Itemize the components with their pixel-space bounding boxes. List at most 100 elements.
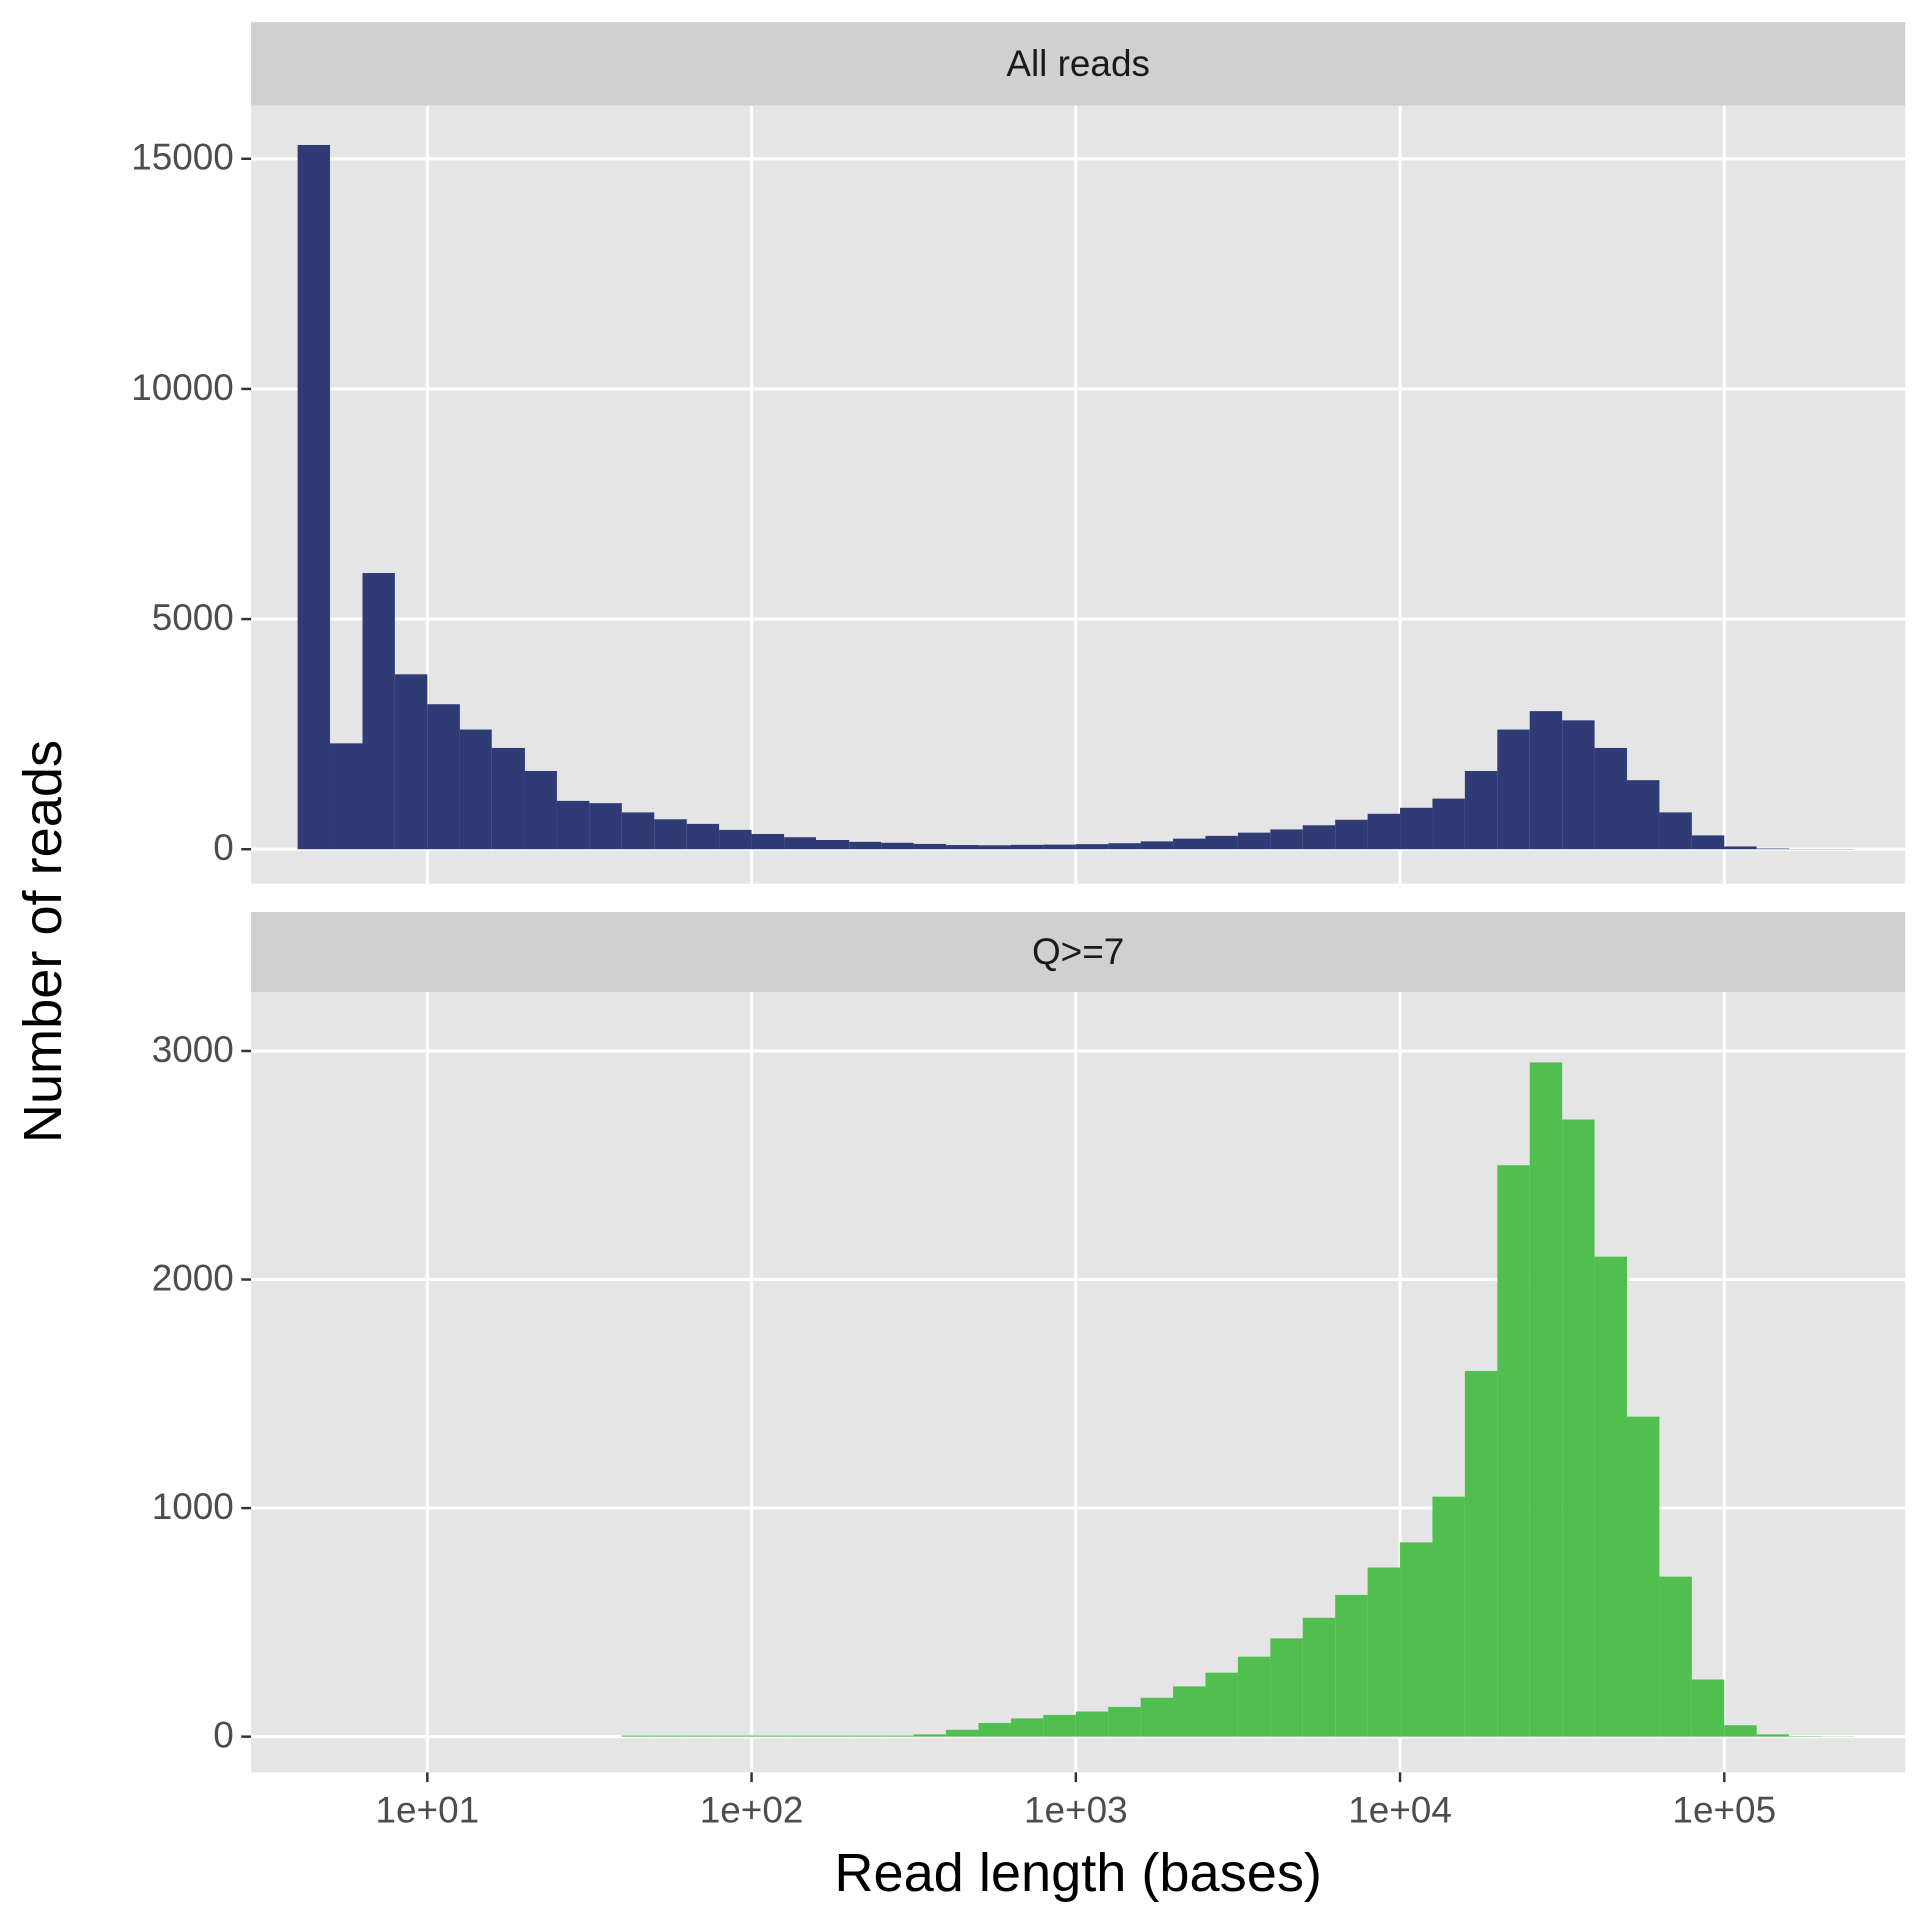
y-tick-label: 0 [213,827,234,868]
x-axis-title: Read length (bases) [834,1843,1322,1903]
bar [589,803,622,850]
bar [849,1735,882,1737]
y-tick-label: 10000 [131,367,234,408]
bar [719,829,752,850]
bar [1043,1714,1076,1737]
bar [1594,1256,1628,1737]
bar [1756,848,1790,850]
bar [1335,819,1368,850]
bar [751,834,785,850]
bar [330,743,363,850]
x-tick-label: 1e+04 [1348,1790,1452,1831]
strip [251,22,1906,106]
bar [1335,1594,1368,1737]
bar [1400,807,1433,850]
bar [1691,835,1725,850]
bar [849,841,882,850]
strip [251,912,1906,992]
bar [1627,1416,1660,1737]
bar [1367,813,1401,850]
bar [1724,846,1757,850]
panel [251,105,1906,884]
y-tick-label: 1000 [152,1486,234,1527]
bar [686,823,720,850]
bar [784,1735,816,1737]
bar [1659,812,1692,850]
bar [1497,1165,1530,1737]
x-tick-label: 1e+02 [700,1790,804,1831]
bar [459,729,492,850]
bar [1464,770,1498,850]
bar [1010,1718,1044,1737]
bar [1205,835,1238,850]
bar [1237,832,1271,850]
bar [1627,780,1660,850]
x-tick-label: 1e+03 [1024,1790,1128,1831]
bar [1302,1617,1336,1737]
bar [978,845,1011,850]
bar [978,1722,1011,1737]
bar [881,1735,914,1737]
y-tick-label: 0 [213,1715,234,1756]
bar [1043,844,1076,850]
bar [1562,1119,1595,1737]
bar [1497,729,1530,850]
bar [1270,829,1303,850]
bar [1302,825,1336,850]
bar [1270,1638,1303,1737]
bar [1432,1496,1465,1737]
bar [394,674,428,850]
bar [686,1735,720,1737]
bar [297,144,331,850]
bar [1237,1656,1271,1737]
strip-title: Q>=7 [1032,931,1124,972]
strip-title: All reads [1006,43,1150,84]
bar [913,1734,947,1737]
bar [1108,1706,1141,1737]
y-tick-label: 3000 [152,1029,234,1070]
bar [784,837,816,850]
bar [654,819,687,850]
bar [1691,1679,1725,1737]
bar [946,1729,979,1737]
bar [1367,1567,1401,1737]
bar [1075,1711,1109,1737]
x-tick-label: 1e+05 [1672,1790,1776,1831]
bar [1594,747,1628,850]
bar [524,770,557,850]
bar [1108,843,1141,850]
bar [1400,1542,1433,1737]
x-tick-label: 1e+01 [376,1790,480,1831]
bar [1464,1370,1498,1737]
bar [1432,798,1465,850]
bar [1724,1725,1757,1737]
bar [427,704,460,850]
bar [1010,844,1044,850]
y-tick-label: 5000 [152,597,234,638]
bar [1173,838,1206,850]
y-tick-label: 2000 [152,1258,234,1299]
bar [946,845,979,850]
bar [1140,841,1174,850]
bar [1075,844,1109,850]
bar [815,840,850,850]
bar [654,1735,687,1737]
bar [621,812,655,850]
bar [621,1735,655,1737]
y-axis-title: Number of reads [13,740,73,1143]
bar [1529,711,1563,850]
bar [1562,720,1595,850]
bar [1529,1062,1563,1737]
bar [1659,1576,1692,1737]
y-tick-label: 15000 [131,137,234,178]
bar [1205,1672,1238,1737]
bar [719,1735,752,1737]
bar [491,747,525,850]
bar [362,573,395,850]
bar [881,842,914,850]
bar [1756,1734,1790,1737]
bar [1173,1686,1206,1737]
bar [556,800,590,850]
bar [815,1735,850,1737]
